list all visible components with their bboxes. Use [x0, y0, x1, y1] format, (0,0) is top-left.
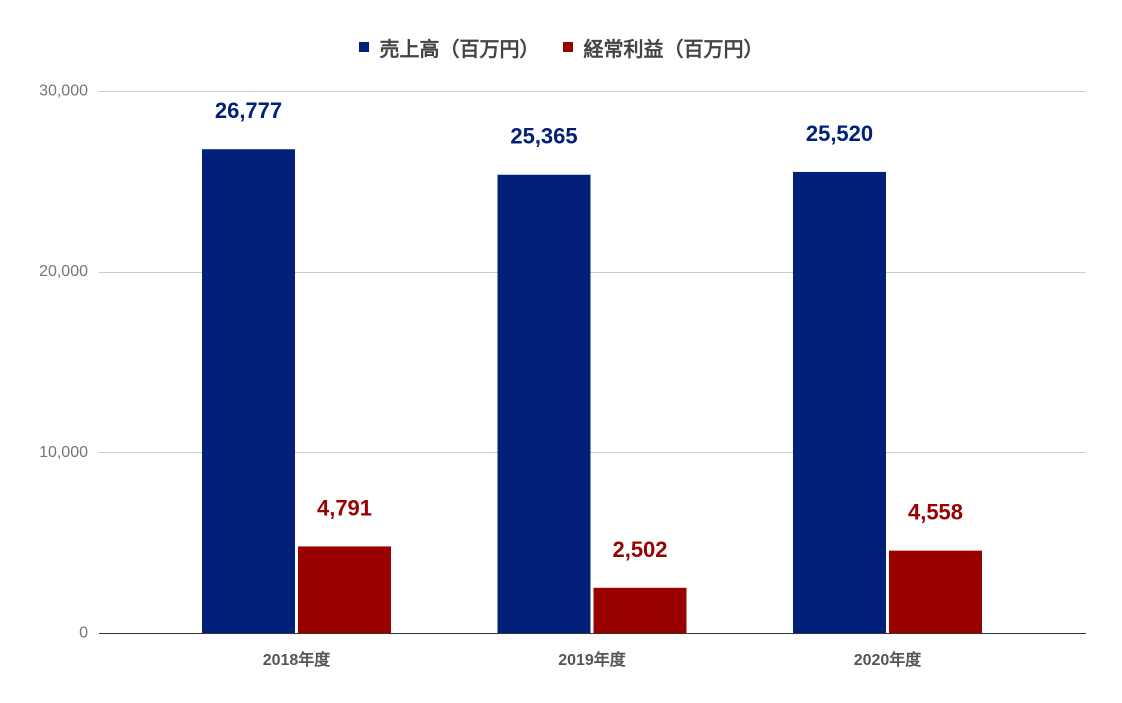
legend-swatch-sales — [358, 42, 369, 52]
bars — [202, 149, 982, 633]
x-tick-label-2018: 2018年度 — [263, 650, 332, 669]
y-tick-label: 10,000 — [39, 444, 88, 461]
bar-sales-2020 — [793, 171, 886, 633]
x-axis-tick-labels: 2018年度 2019年度 2020年度 — [263, 650, 923, 669]
data-label-ordinary-profit-2018: 4,791 — [317, 495, 372, 520]
data-labels: 26,777 4,791 25,365 2,502 25,520 4,558 — [215, 98, 963, 562]
legend-item-ordinary-profit: 経常利益（百万円） — [562, 33, 764, 62]
x-tick-label-2020: 2020年度 — [854, 650, 923, 669]
bar-sales-2019 — [497, 174, 591, 633]
data-label-sales-2020: 25,520 — [806, 121, 873, 146]
chart-legend: 売上高（百万円） 経常利益（百万円） — [0, 33, 1122, 62]
data-label-ordinary-profit-2020: 4,558 — [908, 500, 963, 525]
legend-item-sales: 売上高（百万円） — [358, 33, 540, 62]
legend-swatch-ordinary-profit — [562, 42, 573, 52]
legend-label-sales: 売上高（百万円） — [379, 38, 540, 61]
x-tick-label-2019: 2019年度 — [558, 650, 627, 669]
bar-ordinary-profit-2020 — [889, 550, 982, 633]
bar-ordinary-profit-2019 — [593, 587, 687, 633]
data-label-sales-2018: 26,777 — [215, 98, 282, 123]
data-label-ordinary-profit-2019: 2,502 — [612, 537, 667, 562]
y-tick-label: 0 — [79, 625, 88, 642]
y-tick-label: 20,000 — [39, 263, 88, 280]
y-tick-label: 30,000 — [39, 83, 88, 100]
bar-ordinary-profit-2018 — [298, 546, 391, 633]
data-label-sales-2019: 25,365 — [510, 124, 577, 149]
legend-label-ordinary-profit: 経常利益（百万円） — [583, 38, 764, 61]
bar-sales-2018 — [202, 149, 295, 633]
y-axis-tick-labels: 0 10,000 20,000 30,000 — [39, 83, 88, 642]
